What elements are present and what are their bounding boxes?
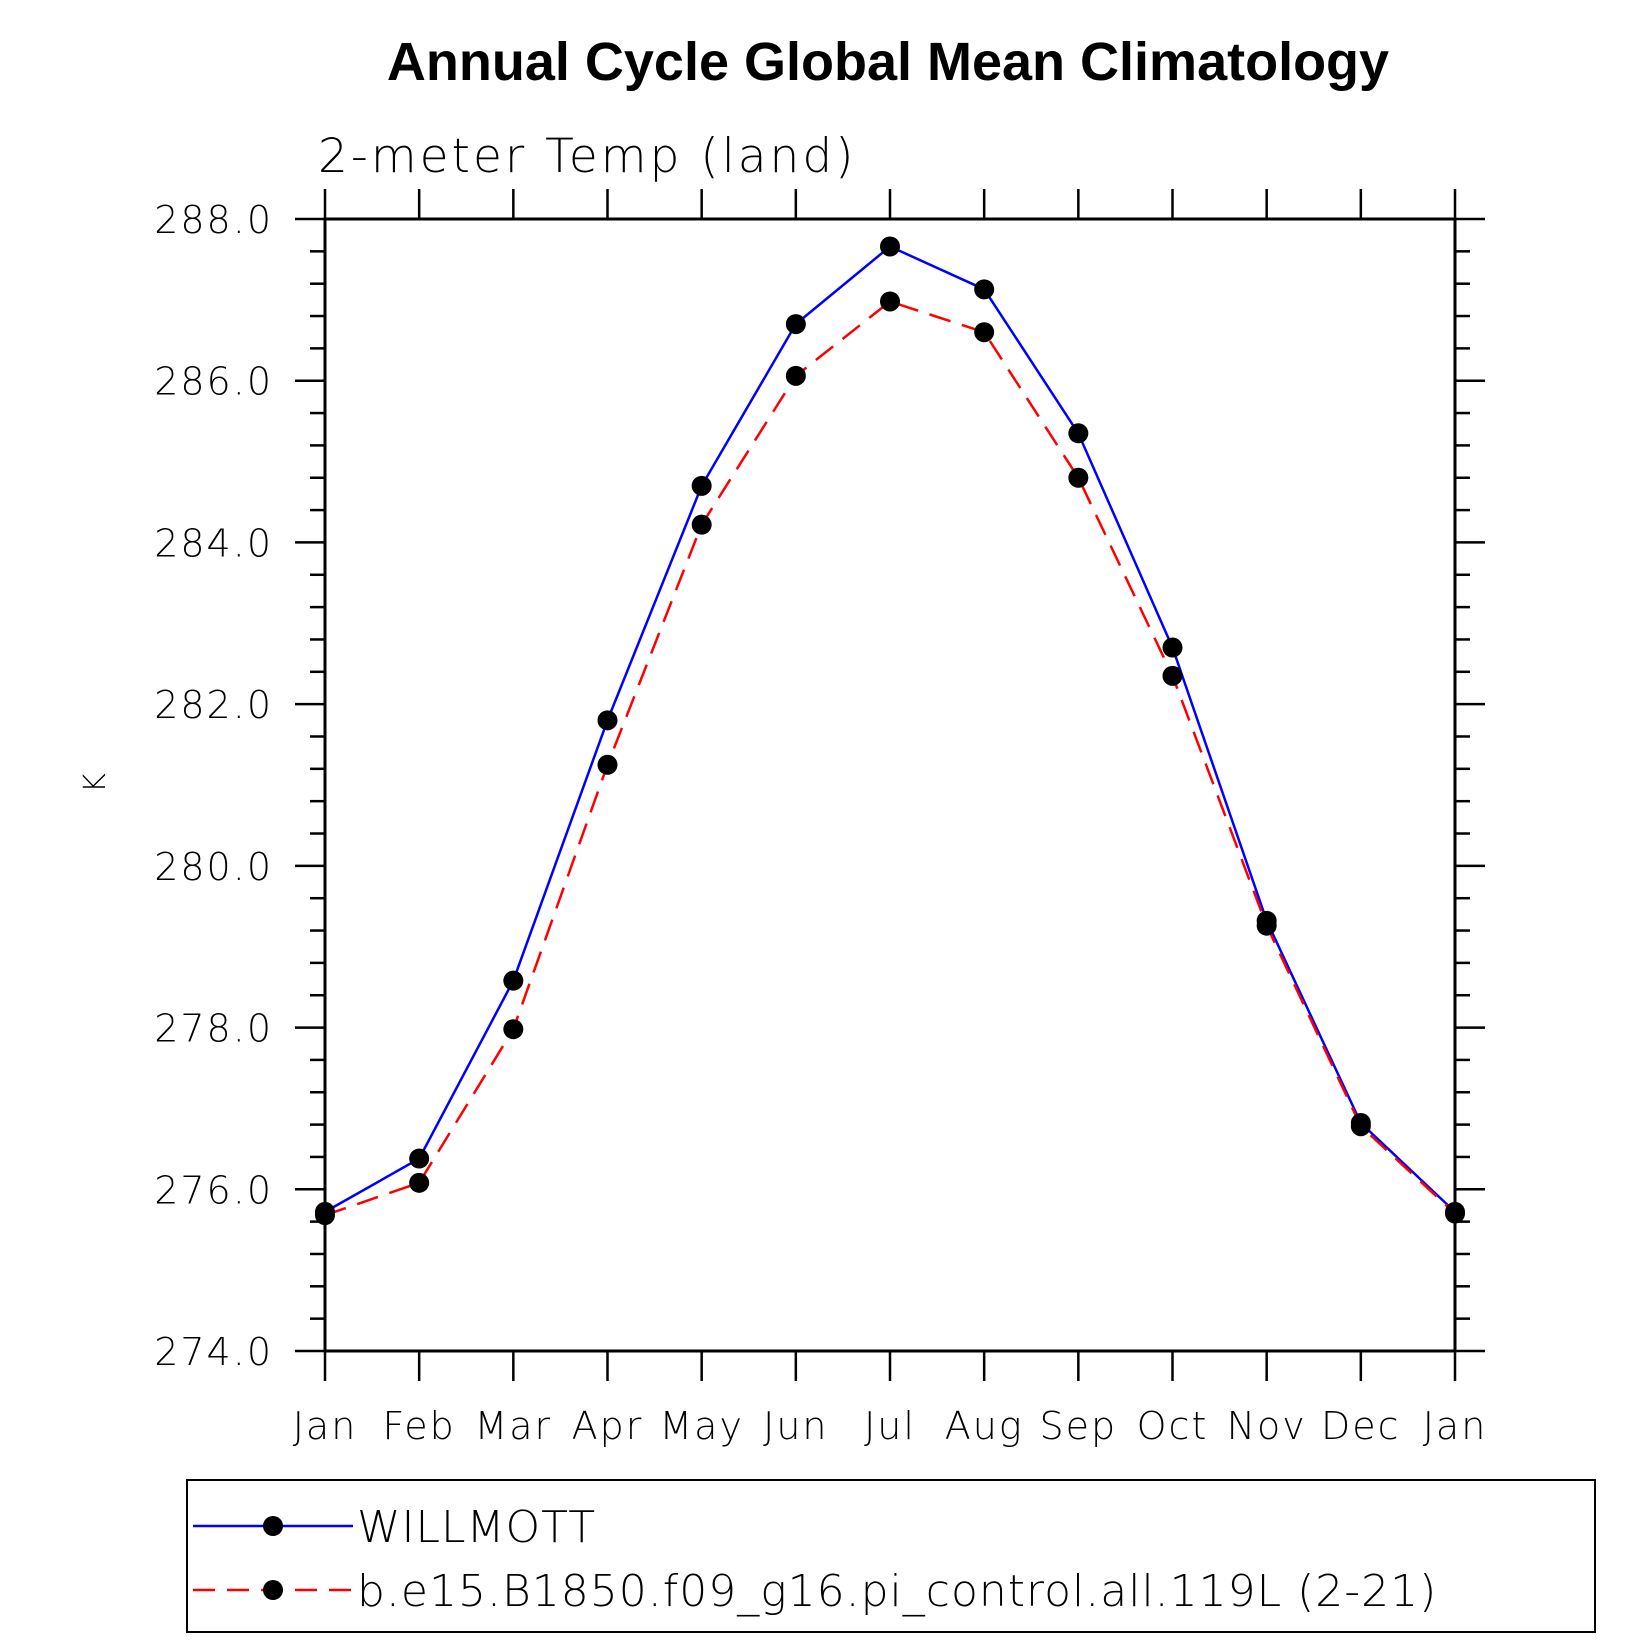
x-tick-label: Nov bbox=[1227, 1404, 1307, 1448]
series-1-point bbox=[409, 1148, 430, 1169]
series-2-point bbox=[1256, 915, 1277, 936]
x-tick-label: Dec bbox=[1321, 1404, 1401, 1448]
series-1-point bbox=[785, 314, 806, 335]
series-line-2 bbox=[324, 300, 1456, 1217]
y-tick-label: 282.0 bbox=[154, 683, 273, 727]
series-2-point bbox=[1162, 665, 1183, 686]
legend-label-2: b.e15.B1850.f09_g16.pi_control.all.119L … bbox=[357, 1566, 1437, 1617]
x-tick-label: Apr bbox=[572, 1404, 644, 1448]
legend-marker-1 bbox=[263, 1516, 283, 1536]
series-1-point bbox=[974, 279, 995, 300]
series-line-1 bbox=[324, 245, 1456, 1213]
y-tick-label: 288.0 bbox=[154, 198, 273, 242]
x-tick-label: Jul bbox=[864, 1404, 916, 1448]
series-2-point bbox=[503, 1019, 524, 1040]
legend-box bbox=[186, 1479, 1596, 1633]
series-2-point bbox=[409, 1172, 430, 1193]
series-1-point bbox=[880, 236, 900, 257]
series-2-point bbox=[785, 365, 806, 386]
series-1-point bbox=[1068, 423, 1089, 444]
x-tick-label: Mar bbox=[474, 1404, 552, 1448]
x-tick-label: Sep bbox=[1040, 1404, 1118, 1448]
y-tick-label: 284.0 bbox=[154, 521, 273, 565]
series-2-point bbox=[1350, 1116, 1371, 1137]
series-1-point bbox=[691, 475, 712, 496]
y-tick-label: 274.0 bbox=[154, 1330, 273, 1374]
chart-title: Annual Cycle Global Mean Climatology bbox=[387, 32, 1389, 92]
x-tick-label: Jan bbox=[1423, 1404, 1488, 1448]
y-tick-label: 276.0 bbox=[154, 1168, 273, 1212]
y-tick-label: 280.0 bbox=[154, 845, 273, 889]
series-2-point bbox=[1445, 1203, 1465, 1224]
x-tick-label: Jan bbox=[293, 1404, 358, 1448]
x-tick-label: Aug bbox=[945, 1404, 1024, 1448]
y-tick-label: 286.0 bbox=[154, 360, 273, 404]
x-tick-label: Oct bbox=[1137, 1404, 1209, 1448]
plot-area: 274.0 276.0 278.0 280.0 282.0 284.0 286.0 288.0… bbox=[154, 189, 1488, 1448]
series-2-point bbox=[597, 754, 618, 775]
series-2-point bbox=[880, 291, 900, 312]
plot-frame bbox=[323, 217, 1457, 1353]
chart-subtitle: 2-meter Temp (land) bbox=[318, 129, 857, 184]
series-2-point bbox=[691, 514, 712, 535]
series-1-point bbox=[503, 970, 524, 991]
legend-marker-2 bbox=[263, 1580, 283, 1600]
series-1-point bbox=[1162, 637, 1183, 658]
legend: WILLMOTT b.e15.B1850.f09_g16.pi_control.a… bbox=[186, 1479, 1596, 1633]
x-tick-label: May bbox=[659, 1404, 744, 1448]
series-2-point bbox=[1068, 467, 1089, 488]
legend-label-1: WILLMOTT bbox=[357, 1502, 596, 1553]
y-axis-label: K bbox=[78, 773, 113, 793]
series-2-point bbox=[315, 1205, 335, 1226]
x-tick-label: Jun bbox=[763, 1404, 828, 1448]
series-2-point bbox=[974, 322, 995, 343]
y-tick-label: 278.0 bbox=[154, 1007, 273, 1051]
x-tick-label: Feb bbox=[383, 1404, 456, 1448]
series-1-point bbox=[597, 710, 618, 731]
